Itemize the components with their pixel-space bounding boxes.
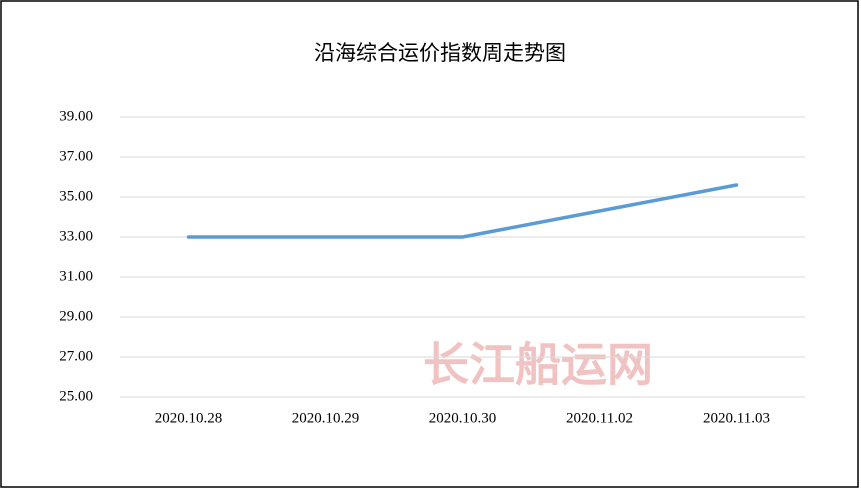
- line-series: [186, 183, 739, 239]
- y-tick-label: 29.00: [59, 308, 93, 324]
- x-tick-label: 2020.10.28: [155, 410, 223, 426]
- y-tick-label: 35.00: [59, 188, 93, 204]
- y-tick-label: 37.00: [59, 148, 93, 164]
- x-tick-label: 2020.11.02: [566, 410, 633, 426]
- chart-title: 沿海综合运价指数周走势图: [314, 41, 566, 65]
- x-tick-label: 2020.10.29: [292, 410, 360, 426]
- y-tick-label: 39.00: [59, 108, 93, 124]
- x-tick-label: 2020.11.03: [703, 410, 770, 426]
- watermark: 长江船运网: [423, 340, 653, 391]
- y-tick-label: 27.00: [59, 348, 93, 364]
- y-tick-label: 33.00: [59, 228, 93, 244]
- y-tick-label: 31.00: [59, 268, 93, 284]
- x-tick-label: 2020.10.30: [429, 410, 497, 426]
- y-tick-label: 25.00: [59, 388, 93, 404]
